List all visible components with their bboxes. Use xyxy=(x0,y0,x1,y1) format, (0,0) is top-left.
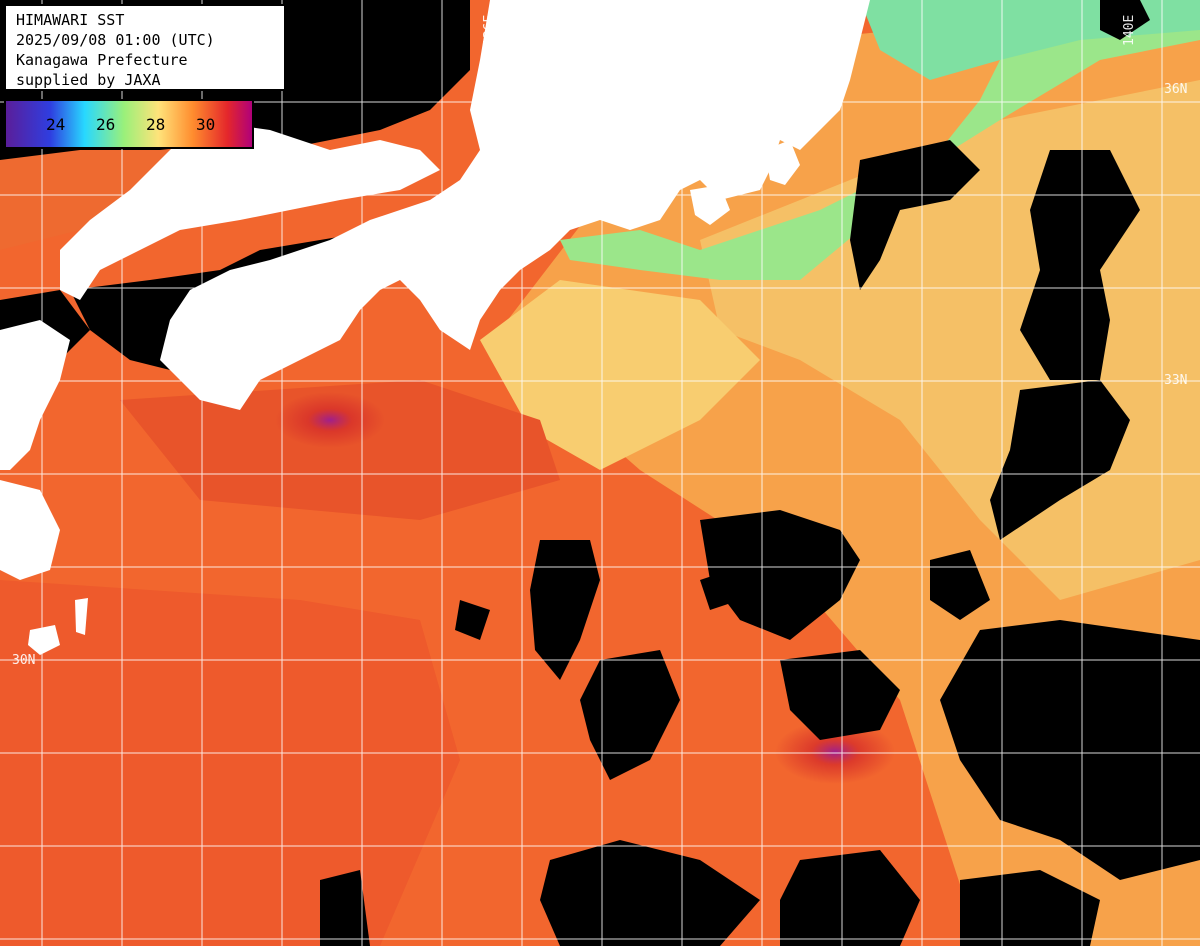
land-peninsula-izu xyxy=(530,195,560,245)
land-yakushima xyxy=(75,598,88,635)
cloud-northeast-corner xyxy=(1100,0,1150,40)
cloud-south-1 xyxy=(540,840,760,946)
label-lon-136e: 136E xyxy=(482,14,497,46)
label-lat-33n: 33N xyxy=(1164,373,1188,388)
land-kyushu xyxy=(0,320,70,470)
hot-spot-south xyxy=(775,720,895,784)
cloud-north-1 xyxy=(250,0,470,150)
land-chugoku xyxy=(60,120,440,300)
scale-tick-28: 28 xyxy=(146,115,166,134)
cloud-south-3 xyxy=(960,870,1100,946)
cloud-southeast-1 xyxy=(940,620,1200,880)
cloud-southeast-2 xyxy=(780,650,900,740)
observation-datetime: 2025/09/08 01:00 (UTC) xyxy=(16,31,215,49)
sea-warm-central xyxy=(120,380,560,520)
land-tanegashima xyxy=(28,625,60,655)
scale-tick-24: 24 xyxy=(46,115,66,134)
land-kyushu-south xyxy=(0,480,60,580)
sea-cool-bay xyxy=(480,280,760,470)
hot-spot-north xyxy=(275,392,385,448)
land-peninsula-boso xyxy=(765,140,800,185)
cloud-south-4 xyxy=(320,870,370,946)
label-lat-30n: 30N xyxy=(12,653,36,668)
cloud-central-2 xyxy=(700,510,860,640)
label-lon-140e: 140E xyxy=(1122,14,1137,46)
cloud-speck-1 xyxy=(455,600,490,640)
cloud-south-2 xyxy=(780,850,920,946)
scale-tick-30: 30 xyxy=(196,115,216,134)
label-lat-33-left: 33 xyxy=(12,373,28,388)
sea-coastal-cool xyxy=(560,0,1200,280)
cloud-east-3 xyxy=(850,140,980,290)
label-lat-36n: 36N xyxy=(1164,82,1188,97)
cloud-central-1 xyxy=(530,540,600,680)
sea-warm-southwest xyxy=(0,580,460,946)
cloud-east-1 xyxy=(1020,150,1140,380)
info-box: HIMAWARI SST 2025/09/08 01:00 (UTC) Kana… xyxy=(4,4,286,91)
region-label: Kanagawa Prefecture xyxy=(16,51,188,69)
cloud-east-2 xyxy=(990,380,1130,540)
scale-tick-26: 26 xyxy=(96,115,116,134)
cloud-central-3 xyxy=(580,650,680,780)
color-scale: 24 26 28 30 xyxy=(4,99,254,149)
credit-label: supplied by JAXA xyxy=(16,71,161,89)
color-scale-bar xyxy=(6,101,252,147)
map-title: HIMAWARI SST xyxy=(16,11,125,29)
cloud-speck-2 xyxy=(700,570,740,610)
